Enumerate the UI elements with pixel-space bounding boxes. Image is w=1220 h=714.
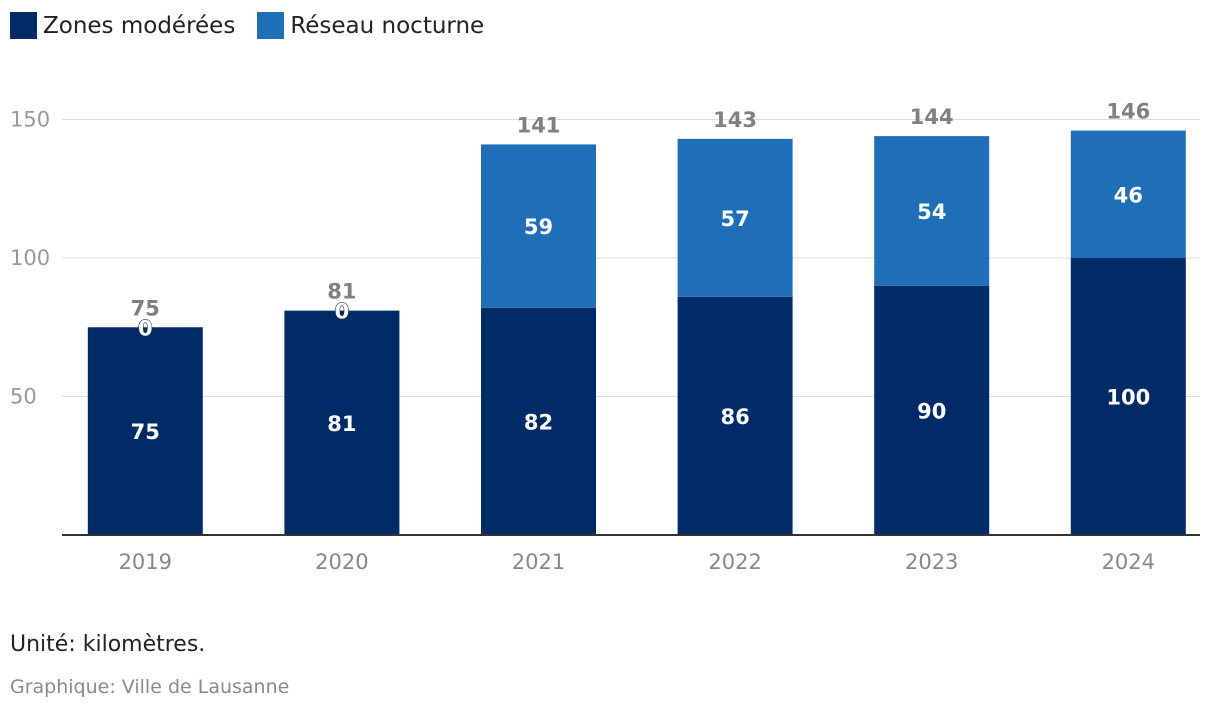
legend-swatch-zones-moderees <box>10 12 37 39</box>
total-label-2020: 81 <box>327 280 356 304</box>
data-label-reseau-nocturne-2023: 54 <box>917 200 946 224</box>
bar-zones-moderees-2020 <box>284 310 400 535</box>
data-label-reseau-nocturne-2019: 0 <box>138 316 153 340</box>
x-tick-label-2021: 2021 <box>512 550 565 574</box>
bar-reseau-nocturne-2024 <box>1070 130 1186 258</box>
x-tick-label-2023: 2023 <box>905 550 958 574</box>
legend-label-reseau-nocturne: Réseau nocturne <box>290 12 485 39</box>
data-label-zones-moderees-2019: 75 <box>131 420 160 444</box>
total-label-2023: 144 <box>910 105 954 129</box>
bar-reseau-nocturne-2021 <box>481 144 596 308</box>
legend: Zones modérées Réseau nocturne <box>10 12 484 39</box>
y-tick-label-150: 150 <box>10 108 50 132</box>
unit-note: Unité: kilomètres. <box>10 632 206 657</box>
bar-zones-moderees-2022 <box>677 296 793 535</box>
bar-zones-moderees-2024 <box>1070 258 1186 535</box>
x-tick-label-2022: 2022 <box>708 550 761 574</box>
total-label-2022: 143 <box>713 108 757 132</box>
stacked-bar-chart: 5010015075075201981081202082591412021865… <box>10 100 1200 574</box>
bar-reseau-nocturne-2023 <box>874 136 990 286</box>
y-tick-label-100: 100 <box>10 246 50 270</box>
data-label-zones-moderees-2024: 100 <box>1106 386 1150 410</box>
total-label-2024: 146 <box>1106 100 1150 124</box>
data-label-zones-moderees-2023: 90 <box>917 399 946 423</box>
bar-zones-moderees-2023 <box>874 285 990 535</box>
x-tick-label-2020: 2020 <box>315 550 368 574</box>
legend-item-zones-moderees: Zones modérées <box>10 12 235 39</box>
bar-reseau-nocturne-2022 <box>677 138 793 297</box>
x-tick-label-2024: 2024 <box>1102 550 1155 574</box>
bar-zones-moderees-2019 <box>87 327 203 535</box>
x-tick-label-2019: 2019 <box>119 550 172 574</box>
data-label-zones-moderees-2021: 82 <box>524 410 553 434</box>
legend-label-zones-moderees: Zones modérées <box>43 12 236 39</box>
data-label-reseau-nocturne-2021: 59 <box>524 215 553 239</box>
source-note: Graphique: Ville de Lausanne <box>10 676 290 698</box>
data-label-reseau-nocturne-2020: 0 <box>335 300 350 324</box>
total-label-2019: 75 <box>131 296 160 320</box>
total-label-2021: 141 <box>517 113 561 137</box>
data-label-reseau-nocturne-2024: 46 <box>1114 183 1143 207</box>
y-tick-label-50: 50 <box>10 385 37 409</box>
bar-zones-moderees-2021 <box>481 307 596 535</box>
data-label-zones-moderees-2022: 86 <box>720 405 749 429</box>
legend-swatch-reseau-nocturne <box>257 12 285 39</box>
data-label-reseau-nocturne-2022: 57 <box>720 207 749 231</box>
data-label-zones-moderees-2020: 81 <box>327 412 356 436</box>
legend-item-reseau-nocturne: Réseau nocturne <box>257 12 484 39</box>
